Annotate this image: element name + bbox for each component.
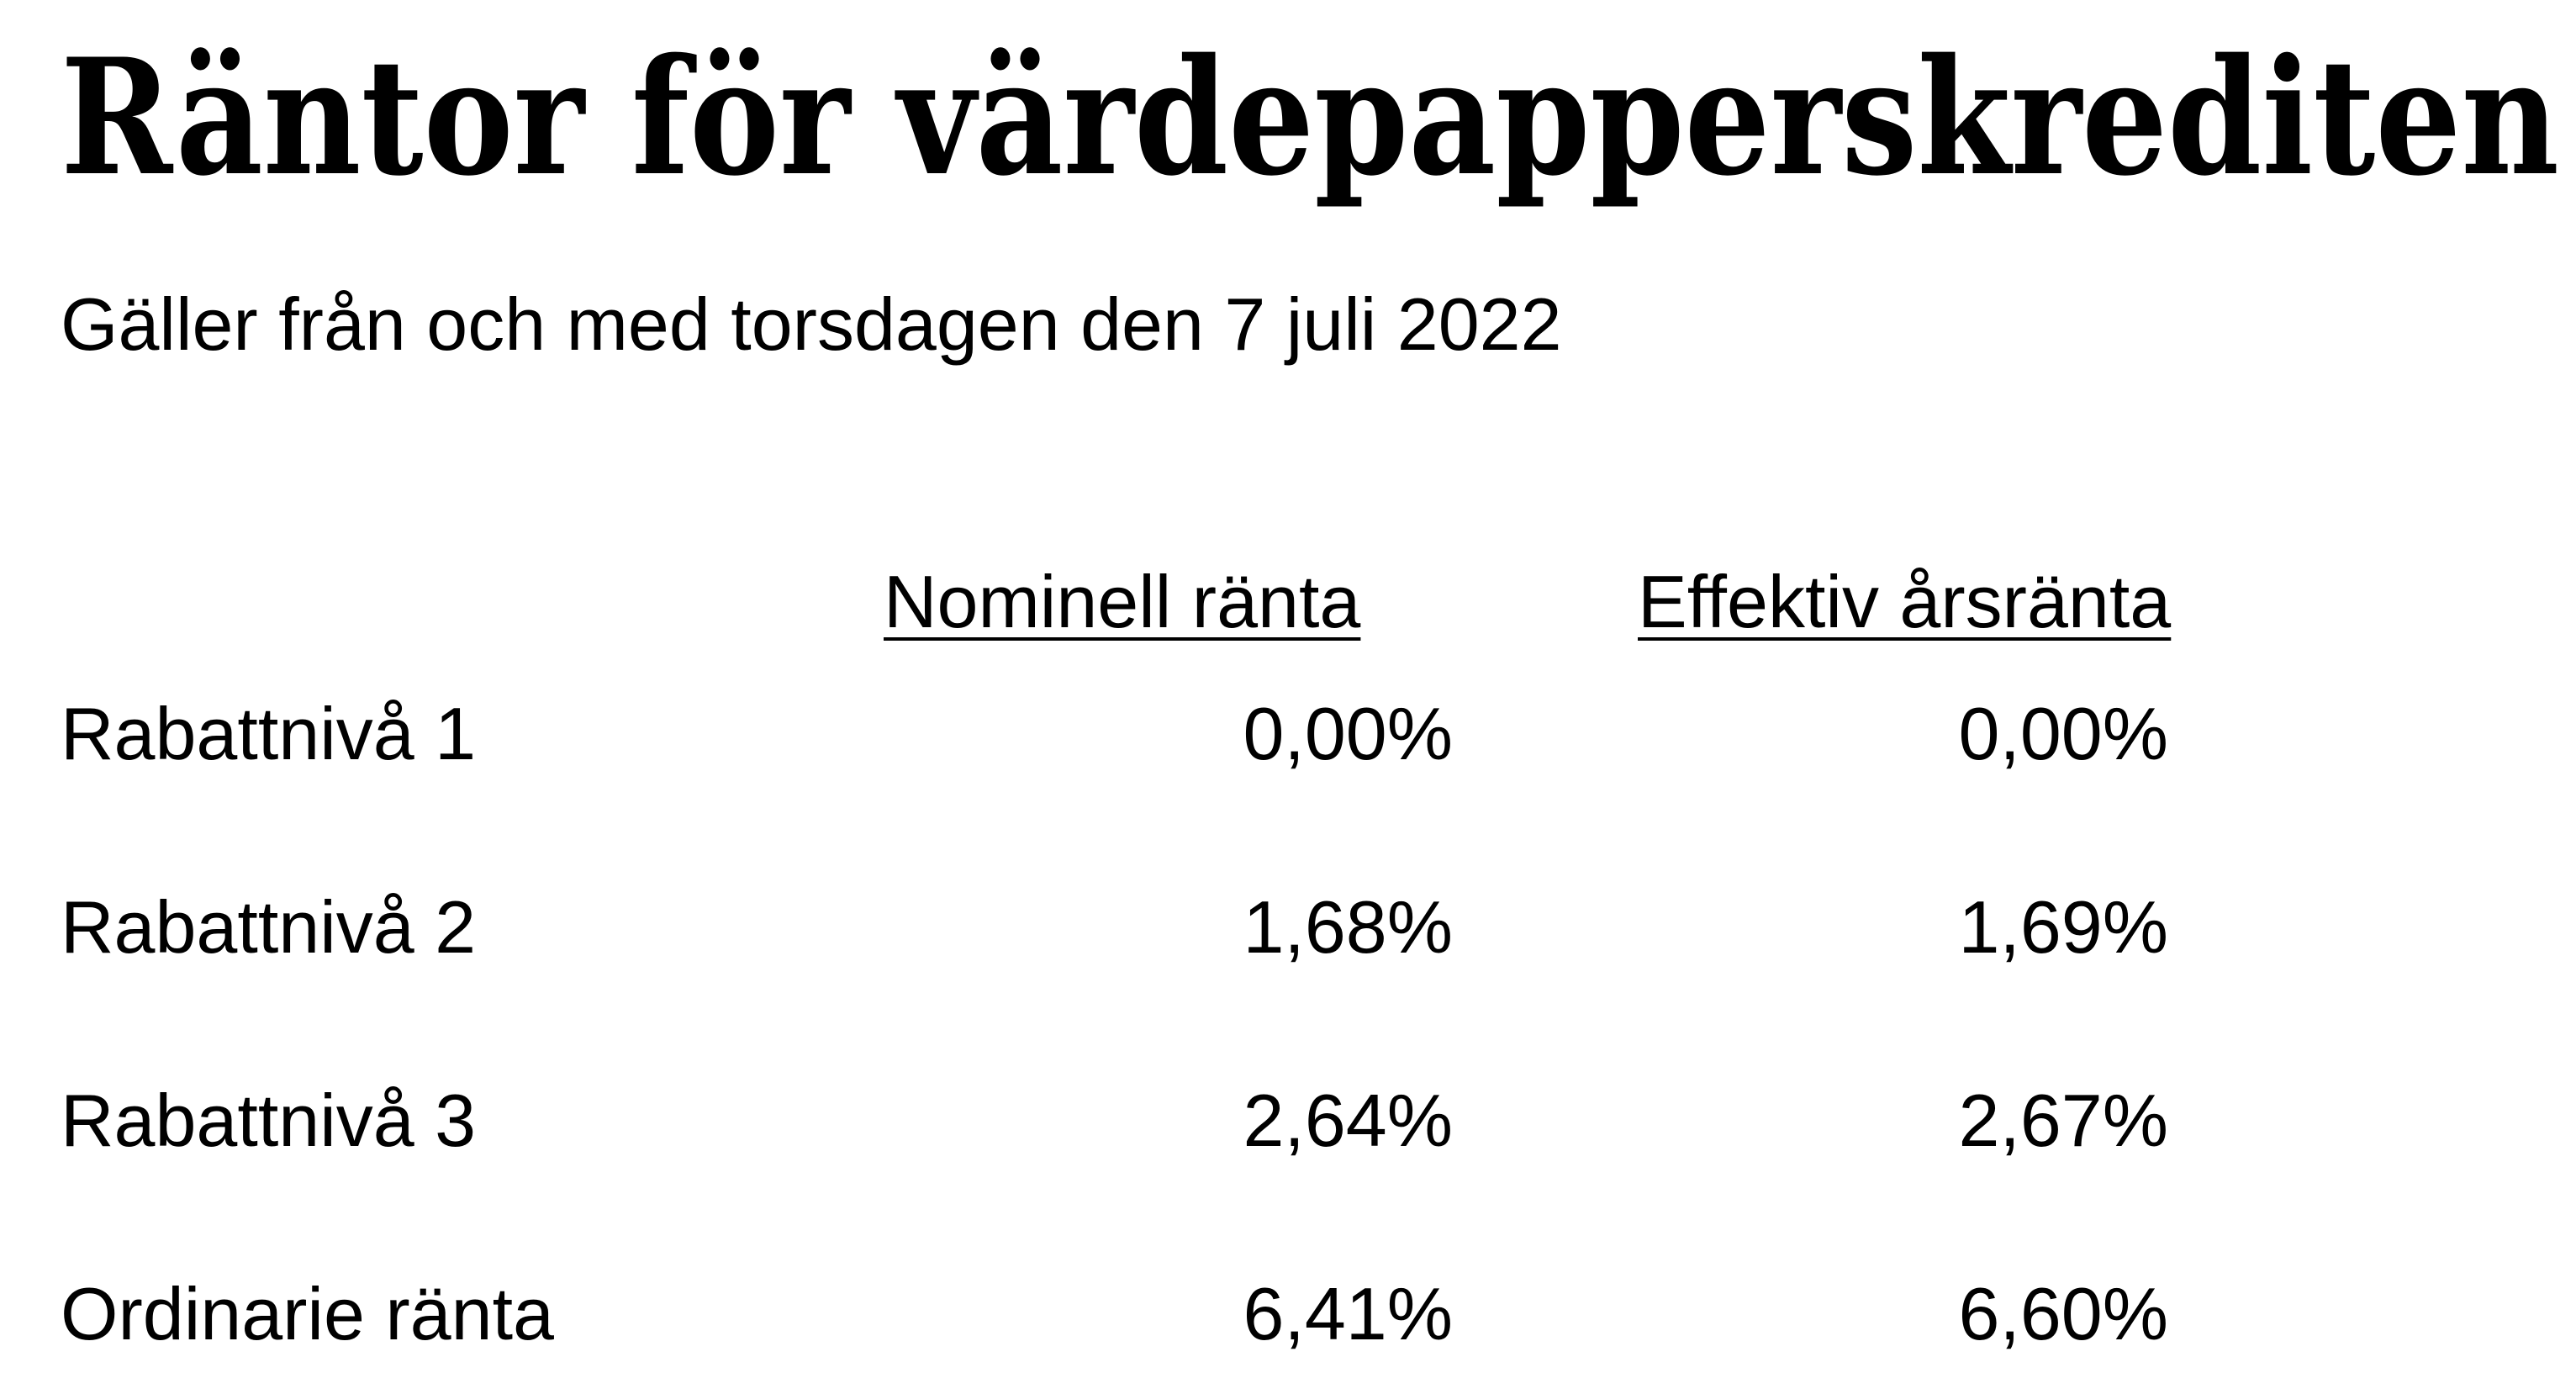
column-header: Nominell ränta (884, 560, 1360, 643)
rate-value: 6,41% (1243, 1272, 1453, 1355)
column-header: Effektiv årsränta (1638, 560, 2171, 643)
rate-value: 2,64% (1243, 1079, 1453, 1162)
page-title: Räntor för värdepapperskrediten (61, 24, 2559, 211)
row-label: Ordinarie ränta (61, 1272, 554, 1355)
rate-value: 6,60% (1958, 1272, 2168, 1355)
row-label: Rabattnivå 1 (61, 692, 476, 775)
rate-value: 1,68% (1243, 885, 1453, 969)
row-label: Rabattnivå 2 (61, 885, 476, 969)
rate-value: 0,00% (1958, 692, 2168, 775)
subtitle: Gäller från och med torsdagen den 7 juli… (61, 282, 1562, 366)
rate-value: 1,69% (1958, 885, 2168, 969)
rate-value: 2,67% (1958, 1079, 2168, 1162)
rate-value: 0,00% (1243, 692, 1453, 775)
row-label: Rabattnivå 3 (61, 1079, 476, 1162)
